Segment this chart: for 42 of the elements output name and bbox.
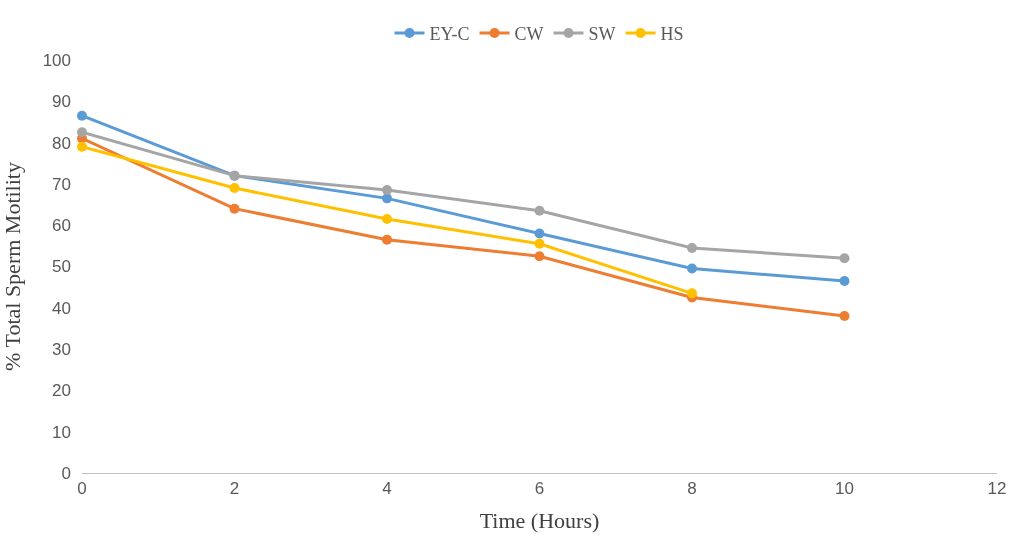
legend-label: SW <box>588 23 616 44</box>
y-tick-label: 0 <box>61 463 71 483</box>
point <box>229 183 240 194</box>
point <box>229 203 240 214</box>
y-tick-label: 100 <box>42 50 71 70</box>
y-tick-label: 50 <box>52 257 71 277</box>
point <box>839 311 850 322</box>
point <box>77 110 87 121</box>
x-axis-title: Time (Hours) <box>479 508 600 534</box>
x-tick-label: 12 <box>987 479 1007 499</box>
y-tick-label: 10 <box>52 422 71 442</box>
y-tick-label: 30 <box>52 340 71 360</box>
x-tick-label: 4 <box>382 479 392 499</box>
point <box>77 141 87 152</box>
y-tick-label: 40 <box>52 298 71 318</box>
point <box>687 263 697 274</box>
point <box>839 275 850 286</box>
x-tick-label: 6 <box>534 479 545 499</box>
point <box>534 205 545 216</box>
y-axis-title: % Total Sperm Motility <box>0 162 26 371</box>
y-tick-label: 90 <box>52 92 71 112</box>
point <box>534 251 545 262</box>
point <box>382 234 392 245</box>
point <box>382 214 392 225</box>
point <box>839 253 850 264</box>
point <box>77 127 87 138</box>
legend-label: HS <box>660 23 684 44</box>
y-tick-label: 20 <box>52 381 71 401</box>
point <box>382 185 392 196</box>
point <box>687 288 697 299</box>
legend-label: EY-C <box>429 23 470 44</box>
y-tick-label: 80 <box>52 133 71 153</box>
point <box>534 228 545 239</box>
y-tick-label: 60 <box>52 216 71 236</box>
x-tick-label: 2 <box>229 479 240 499</box>
point <box>687 242 697 253</box>
x-tick-label: 10 <box>835 479 854 499</box>
legend-label: CW <box>514 23 544 44</box>
y-tick-label: 70 <box>52 174 71 194</box>
point <box>534 238 545 249</box>
x-tick-label: 8 <box>687 479 697 499</box>
x-tick-label: 0 <box>77 479 87 499</box>
